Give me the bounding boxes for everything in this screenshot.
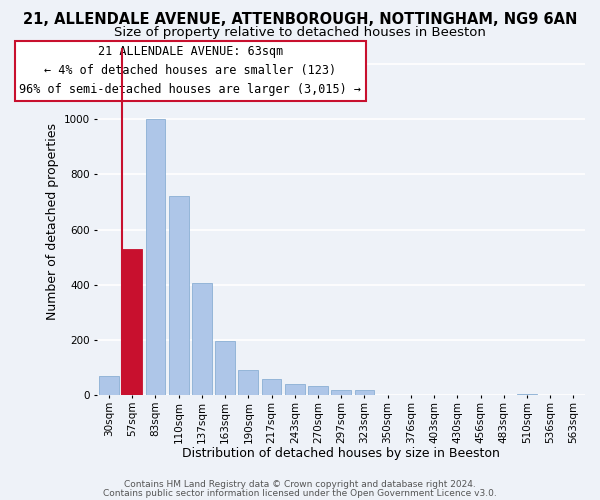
Text: 21 ALLENDALE AVENUE: 63sqm
← 4% of detached houses are smaller (123)
96% of semi: 21 ALLENDALE AVENUE: 63sqm ← 4% of detac… — [19, 46, 361, 96]
Y-axis label: Number of detached properties: Number of detached properties — [46, 123, 59, 320]
Bar — [331, 390, 351, 395]
Bar — [99, 376, 119, 395]
Bar — [517, 394, 537, 395]
Bar — [192, 284, 212, 395]
Text: Contains HM Land Registry data © Crown copyright and database right 2024.: Contains HM Land Registry data © Crown c… — [124, 480, 476, 489]
Bar — [238, 370, 258, 395]
Bar — [262, 379, 281, 395]
Text: Size of property relative to detached houses in Beeston: Size of property relative to detached ho… — [114, 26, 486, 39]
Bar — [355, 390, 374, 395]
Bar — [285, 384, 305, 395]
X-axis label: Distribution of detached houses by size in Beeston: Distribution of detached houses by size … — [182, 447, 500, 460]
Bar — [146, 119, 166, 395]
Text: 21, ALLENDALE AVENUE, ATTENBOROUGH, NOTTINGHAM, NG9 6AN: 21, ALLENDALE AVENUE, ATTENBOROUGH, NOTT… — [23, 12, 577, 28]
Bar — [308, 386, 328, 395]
Bar — [169, 196, 188, 395]
Text: Contains public sector information licensed under the Open Government Licence v3: Contains public sector information licen… — [103, 488, 497, 498]
Bar — [122, 249, 142, 395]
Bar — [215, 342, 235, 395]
